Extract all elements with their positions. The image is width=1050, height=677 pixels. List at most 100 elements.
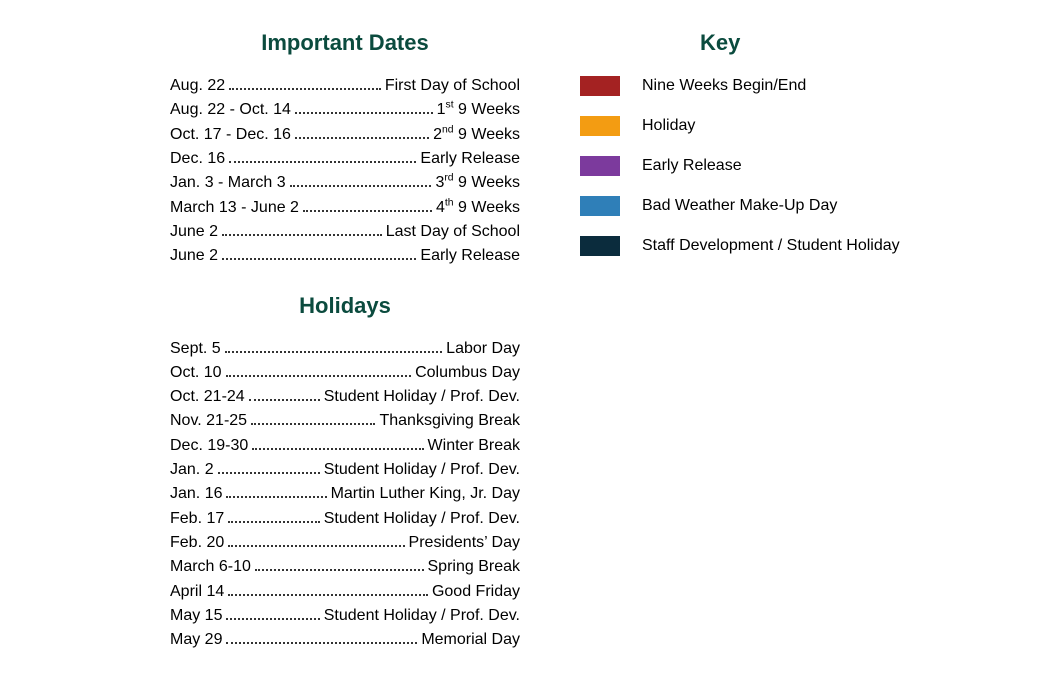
leader-dots [295, 137, 429, 139]
key-label: Holiday [642, 117, 1010, 135]
key-item: Nine Weeks Begin/End [580, 76, 1010, 96]
holiday-row: Jan. 16 Martin Luther King, Jr. Day [170, 482, 520, 506]
important-dates-row: June 2 Last Day of School [170, 220, 520, 244]
holiday-row: Feb. 17 Student Holiday / Prof. Dev. [170, 507, 520, 531]
date-description: Early Release [420, 244, 520, 268]
leader-dots [290, 185, 432, 187]
holiday-date: May 29 [170, 628, 222, 652]
holiday-name: Martin Luther King, Jr. Day [331, 482, 520, 506]
date-range: Jan. 3 - March 3 [170, 171, 286, 195]
holiday-row: Sept. 5 Labor Day [170, 337, 520, 361]
leader-dots [228, 594, 428, 596]
holiday-date: Feb. 20 [170, 531, 224, 555]
key-item: Staff Development / Student Holiday [580, 236, 1010, 256]
leader-dots [229, 161, 416, 163]
date-description: 1st 9 Weeks [437, 98, 520, 122]
leader-dots [229, 88, 381, 90]
holiday-name: Memorial Day [421, 628, 520, 652]
holiday-name: Winter Break [428, 434, 520, 458]
important-dates-row: Oct. 17 - Dec. 16 2nd 9 Weeks [170, 123, 520, 147]
holiday-date: Jan. 16 [170, 482, 222, 506]
holiday-name: Labor Day [446, 337, 520, 361]
holiday-row: Feb. 20 Presidents’ Day [170, 531, 520, 555]
holiday-date: March 6-10 [170, 555, 251, 579]
important-dates-row: June 2 Early Release [170, 244, 520, 268]
date-range: March 13 - June 2 [170, 196, 299, 220]
leader-dots [218, 472, 320, 474]
leader-dots [226, 496, 326, 498]
holiday-row: May 15 Student Holiday / Prof. Dev. [170, 604, 520, 628]
important-dates-row: Jan. 3 - March 3 3rd 9 Weeks [170, 171, 520, 195]
key-label: Nine Weeks Begin/End [642, 77, 1010, 95]
key-heading: Key [700, 30, 1010, 56]
holiday-row: Dec. 19-30 Winter Break [170, 434, 520, 458]
leader-dots [222, 258, 416, 260]
left-column: Important Dates Aug. 22 First Day of Sch… [0, 30, 560, 677]
leader-dots [228, 521, 319, 523]
important-dates-heading: Important Dates [170, 30, 520, 56]
leader-dots [252, 448, 423, 450]
holidays-list: Sept. 5 Labor DayOct. 10 Columbus DayOct… [170, 337, 520, 653]
holiday-date: May 15 [170, 604, 222, 628]
important-dates-list: Aug. 22 First Day of SchoolAug. 22 - Oct… [170, 74, 520, 269]
leader-dots [228, 545, 404, 547]
ordinal-suffix: st [446, 100, 454, 111]
holiday-row: Oct. 10 Columbus Day [170, 361, 520, 385]
key-item: Early Release [580, 156, 1010, 176]
key-item: Bad Weather Make-Up Day [580, 196, 1010, 216]
holiday-name: Good Friday [432, 580, 520, 604]
holiday-date: Oct. 10 [170, 361, 222, 385]
date-description: First Day of School [385, 74, 520, 98]
leader-dots [226, 375, 411, 377]
holiday-name: Student Holiday / Prof. Dev. [324, 507, 520, 531]
key-list: Nine Weeks Begin/End Holiday Early Release… [580, 76, 1010, 256]
holiday-name: Student Holiday / Prof. Dev. [324, 385, 520, 409]
leader-dots [255, 569, 424, 571]
date-range: Dec. 16 [170, 147, 225, 171]
holiday-name: Columbus Day [415, 361, 520, 385]
date-description: Early Release [420, 147, 520, 171]
important-dates-row: Dec. 16 Early Release [170, 147, 520, 171]
important-dates-row: March 13 - June 2 4th 9 Weeks [170, 196, 520, 220]
holiday-date: Dec. 19-30 [170, 434, 248, 458]
holiday-date: Oct. 21-24 [170, 385, 245, 409]
holidays-heading: Holidays [170, 293, 520, 319]
holiday-row: Jan. 2 Student Holiday / Prof. Dev. [170, 458, 520, 482]
leader-dots [249, 399, 320, 401]
date-range: Aug. 22 [170, 74, 225, 98]
holiday-row: March 6-10 Spring Break [170, 555, 520, 579]
date-description: 2nd 9 Weeks [433, 123, 520, 147]
date-description: Last Day of School [386, 220, 520, 244]
leader-dots [251, 423, 375, 425]
color-swatch [580, 156, 620, 176]
date-range: Aug. 22 - Oct. 14 [170, 98, 291, 122]
ordinal-suffix: rd [444, 173, 453, 184]
holiday-name: Student Holiday / Prof. Dev. [324, 458, 520, 482]
holiday-name: Spring Break [428, 555, 521, 579]
leader-dots [303, 210, 432, 212]
holiday-row: Oct. 21-24 Student Holiday / Prof. Dev. [170, 385, 520, 409]
holiday-date: Sept. 5 [170, 337, 221, 361]
key-item: Holiday [580, 116, 1010, 136]
holiday-date: Nov. 21-25 [170, 409, 247, 433]
important-dates-row: Aug. 22 - Oct. 14 1st 9 Weeks [170, 98, 520, 122]
date-description: 3rd 9 Weeks [435, 171, 520, 195]
date-range: Oct. 17 - Dec. 16 [170, 123, 291, 147]
date-range: June 2 [170, 244, 218, 268]
holiday-row: April 14 Good Friday [170, 580, 520, 604]
holiday-name: Student Holiday / Prof. Dev. [324, 604, 520, 628]
leader-dots [226, 618, 319, 620]
key-label: Bad Weather Make-Up Day [642, 197, 1010, 215]
key-label: Early Release [642, 157, 1010, 175]
holiday-row: May 29 Memorial Day [170, 628, 520, 652]
ordinal-suffix: nd [442, 124, 454, 135]
date-range: June 2 [170, 220, 218, 244]
holiday-date: Jan. 2 [170, 458, 214, 482]
holiday-date: Feb. 17 [170, 507, 224, 531]
holiday-row: Nov. 21-25Thanksgiving Break [170, 409, 520, 433]
color-swatch [580, 116, 620, 136]
important-dates-row: Aug. 22 First Day of School [170, 74, 520, 98]
color-swatch [580, 236, 620, 256]
right-column: Key Nine Weeks Begin/End Holiday Early Rel… [560, 30, 1050, 677]
color-swatch [580, 76, 620, 96]
